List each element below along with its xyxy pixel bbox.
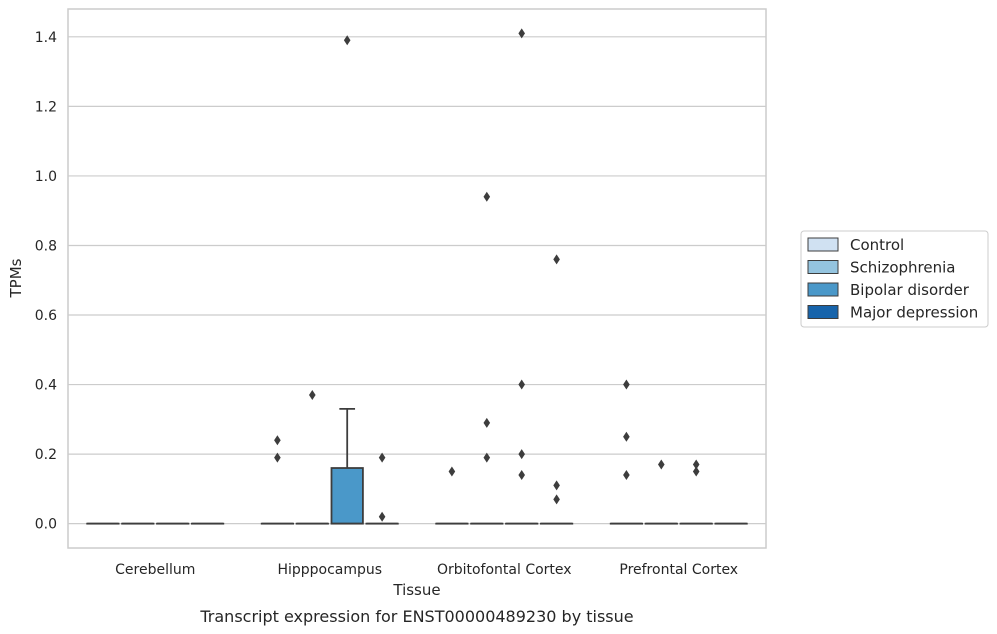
legend-swatch <box>807 237 839 252</box>
box-bipolar-disorder <box>330 408 364 525</box>
y-tick-label: 0.0 <box>35 517 57 533</box>
outlier-point <box>623 379 630 390</box>
y-tick-label: 1.0 <box>35 169 57 185</box>
plot-area-frame <box>67 8 767 549</box>
outlier-point <box>483 191 491 202</box>
outlier-point <box>483 417 491 428</box>
outlier-point <box>378 452 386 463</box>
y-tick-label: 1.4 <box>35 30 57 46</box>
outlier-point <box>518 469 525 480</box>
legend-label: Bipolar disorder <box>850 281 970 299</box>
outlier-point <box>483 452 491 463</box>
outlier-point <box>274 435 281 446</box>
x-tick-label: Cerebellum <box>115 562 195 578</box>
outlier-point <box>623 431 630 442</box>
legend-swatch <box>807 282 839 297</box>
outlier-point <box>448 466 456 477</box>
legend-swatch <box>807 305 839 319</box>
outlier-point <box>274 452 281 463</box>
outlier-point <box>553 494 560 505</box>
y-tick-label: 0.8 <box>35 238 57 254</box>
outlier-points <box>274 28 700 522</box>
outlier-point <box>518 379 525 390</box>
outlier-point <box>658 459 665 470</box>
outlier-point <box>309 389 316 400</box>
outlier-point <box>378 511 386 522</box>
x-tick-label: Orbitofontal Cortex <box>437 562 572 578</box>
y-axis-title: TPMs <box>7 258 25 298</box>
boxes <box>86 408 748 525</box>
legend: Control Schizophrenia Bipolar disorder Majo… <box>800 230 989 328</box>
outlier-point <box>518 28 525 39</box>
x-tick-labels: Cerebellum Hipppocampus Orbitofontal Corte… <box>115 562 738 578</box>
legend-swatch <box>807 260 839 274</box>
x-tick-label: Prefrontal Cortex <box>619 562 738 578</box>
y-tick-label: 0.4 <box>35 378 57 394</box>
outlier-point <box>553 480 560 491</box>
y-tick-label: 0.6 <box>35 308 57 324</box>
legend-frame <box>800 230 989 328</box>
outlier-point <box>518 449 525 460</box>
y-tick-label: 0.2 <box>35 447 57 463</box>
box-rect <box>330 467 364 525</box>
legend-label: Control <box>850 236 904 254</box>
outlier-point <box>692 466 700 477</box>
plot-area-background <box>68 9 766 548</box>
outlier-point <box>343 35 351 46</box>
chart-caption: Transcript expression for ENST0000048923… <box>199 607 633 626</box>
legend-label: Schizophrenia <box>850 259 955 277</box>
x-tick-label: Hipppocampus <box>277 562 382 578</box>
outlier-point <box>623 469 630 480</box>
outlier-point <box>692 459 700 470</box>
y-tick-label: 1.2 <box>35 99 57 115</box>
outlier-point <box>553 254 560 265</box>
y-tick-labels: 0.0 0.2 0.4 0.6 0.8 1.0 1.2 1.4 <box>35 30 57 533</box>
x-axis-title: Tissue <box>392 581 440 599</box>
legend-label: Major depression <box>850 304 978 322</box>
